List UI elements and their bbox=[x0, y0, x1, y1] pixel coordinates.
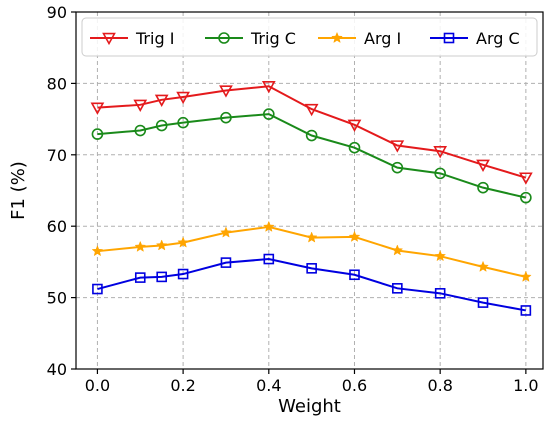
data-point-trig-c bbox=[91, 128, 104, 140]
data-point-trig-c bbox=[477, 181, 489, 194]
x-tick-label: 0.8 bbox=[427, 376, 452, 395]
data-point-arg-i bbox=[220, 226, 232, 238]
data-point-arg-c bbox=[156, 271, 167, 283]
y-tick-label: 80 bbox=[47, 74, 67, 93]
series-line-arg-c bbox=[97, 258, 527, 312]
grid bbox=[76, 12, 543, 369]
data-point-trig-i bbox=[219, 85, 233, 98]
data-point-trig-c bbox=[305, 129, 318, 142]
series-trig-i bbox=[90, 81, 533, 185]
x-tick-label: 0.6 bbox=[342, 376, 367, 395]
legend-label-arg-i: Arg I bbox=[364, 29, 401, 48]
legend-entry-arg-c: Arg C bbox=[430, 29, 520, 48]
series-line-trig-i bbox=[97, 85, 527, 179]
x-tick-label: 0.4 bbox=[256, 376, 281, 395]
legend-marker-arg-c bbox=[443, 32, 455, 44]
data-point-trig-c bbox=[434, 167, 446, 180]
data-point-trig-i bbox=[347, 119, 362, 132]
legend-label-trig-i: Trig I bbox=[135, 29, 174, 48]
legend-entry-trig-c: Trig C bbox=[205, 29, 296, 48]
legend-marker-trig-c bbox=[218, 32, 230, 44]
data-point-arg-c bbox=[263, 253, 275, 265]
y-tick-label: 70 bbox=[47, 146, 67, 165]
data-point-trig-c bbox=[177, 116, 189, 129]
series-line-trig-c bbox=[97, 113, 527, 199]
legend-marker-arg-i bbox=[331, 31, 343, 43]
data-point-arg-c bbox=[477, 297, 489, 308]
y-axis-label: F1 (%) bbox=[8, 161, 29, 220]
legend-label-trig-c: Trig C bbox=[250, 29, 296, 48]
legend: Trig I Trig C Arg I Arg C bbox=[81, 17, 538, 57]
data-point-arg-c bbox=[92, 283, 103, 295]
legend-entry-arg-i: Arg I bbox=[318, 29, 401, 48]
data-point-arg-i bbox=[134, 240, 147, 252]
data-point-arg-i bbox=[177, 236, 189, 248]
data-point-arg-i bbox=[434, 250, 447, 262]
data-point-arg-c bbox=[520, 305, 532, 316]
y-tick-label: 60 bbox=[47, 217, 67, 236]
data-point-arg-i bbox=[477, 260, 489, 272]
data-point-trig-c bbox=[155, 119, 168, 132]
data-point-trig-c bbox=[520, 191, 532, 204]
data-point-trig-i bbox=[476, 159, 490, 172]
data-point-trig-c bbox=[134, 124, 147, 137]
legend-marker-trig-i bbox=[102, 32, 116, 46]
y-tick-label: 40 bbox=[47, 360, 67, 379]
data-point-trig-i bbox=[390, 140, 405, 153]
data-point-arg-c bbox=[177, 268, 189, 280]
data-point-arg-c bbox=[220, 257, 232, 268]
axis-ticks: 0.0 0.2 0.4 0.6 0.8 1.0 40 50 60 70 80 90 bbox=[47, 3, 539, 395]
data-point-arg-c bbox=[392, 283, 403, 294]
series-arg-i bbox=[91, 220, 532, 282]
data-point-arg-c bbox=[349, 269, 360, 281]
x-tick-label: 0.0 bbox=[85, 376, 110, 395]
data-point-arg-i bbox=[155, 239, 168, 251]
series-line-arg-i bbox=[97, 225, 527, 278]
data-point-arg-c bbox=[134, 272, 146, 283]
data-point-arg-i bbox=[91, 245, 104, 257]
legend-entry-trig-i: Trig I bbox=[90, 29, 174, 48]
data-point-arg-i bbox=[262, 220, 275, 232]
data-point-arg-i bbox=[391, 244, 404, 256]
data-point-arg-c bbox=[306, 263, 317, 274]
x-axis-label: Weight bbox=[278, 396, 341, 417]
data-point-trig-i bbox=[176, 91, 190, 105]
series-lines bbox=[90, 81, 533, 316]
data-point-trig-i bbox=[304, 103, 319, 117]
data-point-arg-i bbox=[519, 270, 532, 282]
data-point-arg-i bbox=[305, 231, 318, 243]
data-point-trig-i bbox=[90, 102, 105, 115]
plot-area-frame bbox=[75, 11, 544, 370]
data-point-arg-c bbox=[434, 288, 446, 299]
data-point-trig-c bbox=[262, 108, 275, 120]
legend-box bbox=[81, 17, 538, 57]
series-trig-c bbox=[91, 108, 532, 204]
data-point-trig-c bbox=[348, 141, 361, 154]
data-point-trig-i bbox=[133, 99, 148, 112]
x-tick-label: 1.0 bbox=[513, 376, 538, 395]
data-point-trig-i bbox=[261, 81, 276, 94]
data-point-trig-i bbox=[154, 94, 169, 107]
legend-label-arg-c: Arg C bbox=[476, 29, 520, 48]
y-tick-label: 90 bbox=[47, 3, 67, 22]
series-arg-c bbox=[92, 253, 532, 316]
data-point-trig-c bbox=[220, 111, 232, 124]
data-point-trig-i bbox=[433, 146, 448, 159]
data-point-trig-i bbox=[519, 172, 533, 185]
x-tick-label: 0.2 bbox=[170, 376, 195, 395]
data-point-arg-i bbox=[348, 230, 361, 242]
y-tick-label: 50 bbox=[47, 289, 67, 308]
data-point-trig-c bbox=[391, 161, 404, 174]
